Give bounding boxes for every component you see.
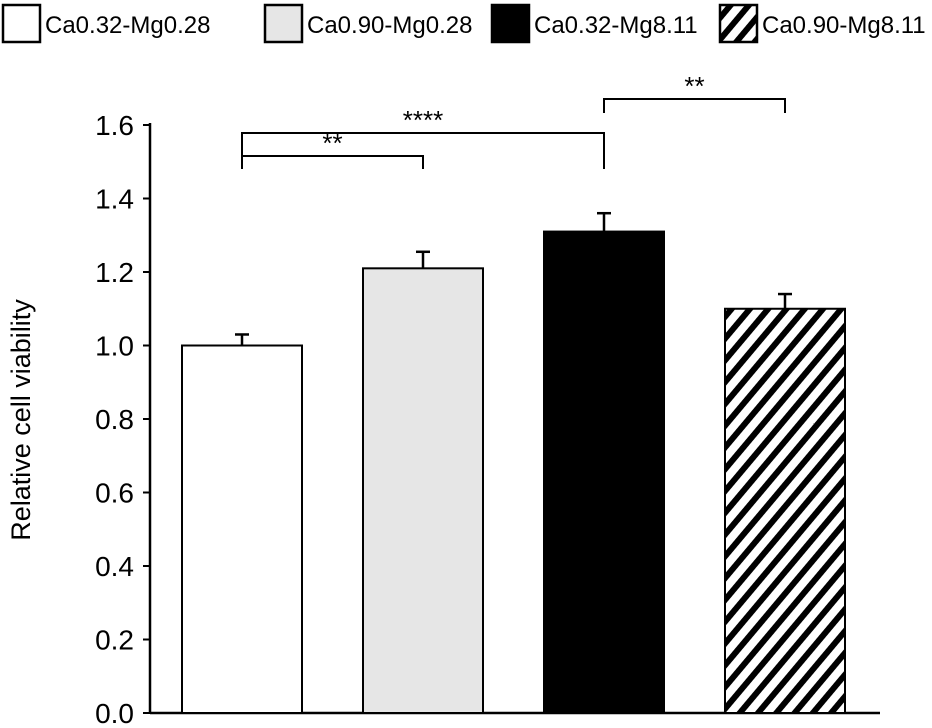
significance-brackets: ********	[241, 71, 786, 169]
y-tick-label: 0.0	[95, 698, 134, 728]
bar	[181, 344, 303, 714]
y-tick-label: 1.0	[95, 331, 134, 362]
significance-bracket	[241, 132, 605, 169]
bar	[362, 267, 484, 714]
y-tick-label: 0.2	[95, 625, 134, 656]
significance-label: ****	[403, 105, 443, 135]
legend-label: Ca0.90-Mg8.11	[762, 12, 926, 39]
legend-swatch	[718, 3, 759, 44]
legend-label: Ca0.32-Mg0.28	[45, 12, 210, 39]
legend-label: Ca0.32-Mg8.11	[534, 12, 698, 39]
y-tick-label: 1.6	[95, 110, 134, 141]
legend-swatch	[263, 3, 304, 44]
y-axis-label: Relative cell viability	[6, 299, 36, 541]
significance-label: **	[684, 71, 704, 101]
bar	[724, 307, 846, 714]
significance-bracket	[603, 98, 786, 113]
bars	[181, 211, 846, 714]
legend: Ca0.32-Mg0.28 Ca0.90-Mg0.28 Ca0.32-Mg8.11 C…	[1, 3, 926, 44]
y-tick-label: 0.4	[95, 551, 134, 582]
y-tick-label: 1.2	[95, 257, 134, 288]
legend-swatch	[1, 3, 42, 44]
bar	[543, 230, 665, 714]
y-tick-label: 1.4	[95, 184, 134, 215]
legend-label: Ca0.90-Mg0.28	[307, 12, 472, 39]
axes: 0.0 0.2 0.4 0.6 0.8 1.0 1.2 1.4 1.6	[95, 110, 880, 728]
y-tick-label: 0.6	[95, 478, 134, 509]
legend-swatch	[490, 3, 531, 44]
significance-label: **	[322, 128, 342, 158]
y-tick-label: 0.8	[95, 404, 134, 435]
